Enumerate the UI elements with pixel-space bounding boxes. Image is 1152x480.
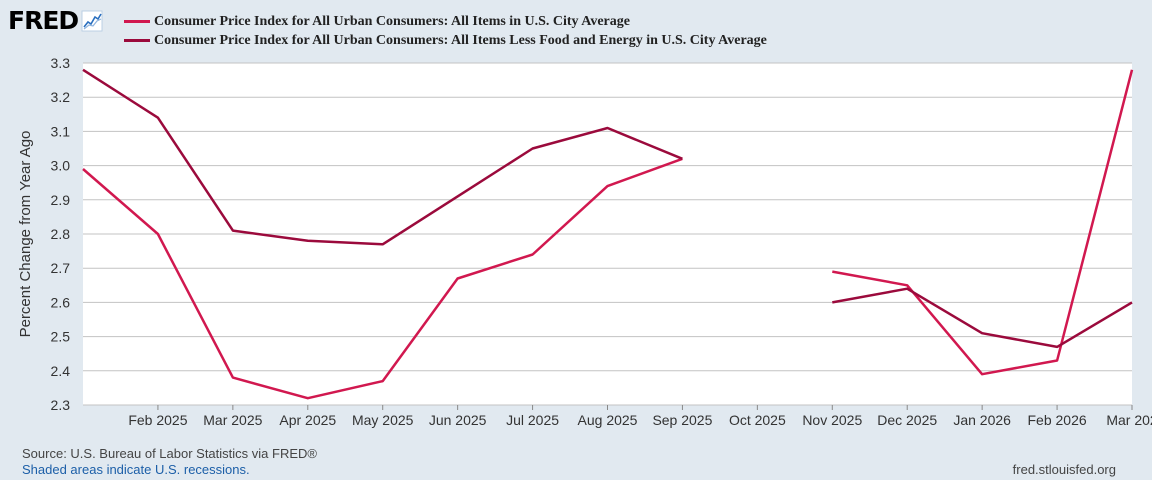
legend-label-cpi-all-items: Consumer Price Index for All Urban Consu…	[154, 13, 630, 29]
y-tick-label-4: 2.7	[51, 260, 71, 276]
y-tick-label-10: 3.3	[51, 55, 71, 71]
y-tick-label-0: 2.3	[51, 397, 71, 413]
y-tick-label-8: 3.1	[51, 123, 71, 139]
y-tick-label-1: 2.4	[51, 363, 71, 379]
line-graph-icon	[81, 10, 103, 31]
fred-logo-text: FRED	[8, 6, 79, 35]
fred-logo[interactable]: FRED	[8, 6, 103, 35]
x-tick-labels: Feb 2025 Mar 2025 Apr 2025 May 2025 Jun 2025…	[128, 412, 1152, 428]
x-tick-label-4: Jun 2025	[429, 412, 487, 428]
y-axis-label: Percent Change from Year Ago	[17, 131, 34, 338]
y-tick-labels: 2.3 2.4 2.5 2.6 2.7 2.8 2.9 3.0 3.1 3.2 3.3	[51, 55, 71, 413]
footer-recessions-note[interactable]: Shaded areas indicate U.S. recessions.	[22, 462, 250, 477]
y-tick-label-6: 2.9	[51, 192, 71, 208]
y-tick-label-5: 2.8	[51, 226, 71, 242]
series-lines	[82, 68, 1134, 400]
legend-swatch-cpi-core	[124, 39, 150, 42]
x-tick-label-0: Feb 2025	[128, 412, 187, 428]
legend-label-cpi-core: Consumer Price Index for All Urban Consu…	[154, 32, 767, 48]
y-tick-label-2: 2.5	[51, 329, 71, 345]
footer-source: Source: U.S. Bureau of Labor Statistics …	[22, 446, 317, 461]
series-1-line-segment-1[interactable]	[832, 287, 1133, 349]
legend-entry-cpi-core[interactable]: Consumer Price Index for All Urban Consu…	[124, 31, 767, 50]
x-tick-label-6: Aug 2025	[578, 412, 638, 428]
y-tick-label-7: 3.0	[51, 158, 71, 174]
x-tick-label-3: May 2025	[352, 412, 414, 428]
y-tick-label-9: 3.2	[51, 89, 71, 105]
x-tick-label-5: Jul 2025	[506, 412, 559, 428]
x-tick-label-10: Dec 2025	[877, 412, 937, 428]
x-ticks	[157, 405, 1133, 410]
y-tick-label-3: 2.6	[51, 294, 71, 310]
footer-url[interactable]: fred.stlouisfed.org	[1012, 462, 1116, 477]
series-0-line-segment-1[interactable]	[832, 69, 1134, 376]
legend-entry-cpi-all-items[interactable]: Consumer Price Index for All Urban Consu…	[124, 12, 767, 31]
x-tick-label-12: Feb 2026	[1027, 412, 1086, 428]
chart-legend: Consumer Price Index for All Urban Consu…	[124, 12, 767, 50]
x-tick-label-9: Nov 2025	[802, 412, 862, 428]
series-1-line-segment-0[interactable]	[82, 68, 683, 246]
x-tick-label-11: Jan 2026	[953, 412, 1011, 428]
x-tick-label-2: Apr 2025	[279, 412, 336, 428]
x-tick-label-7: Sep 2025	[652, 412, 712, 428]
x-tick-label-13: Mar 202	[1106, 412, 1152, 428]
legend-swatch-cpi-all-items	[124, 20, 150, 23]
x-tick-label-1: Mar 2025	[203, 412, 262, 428]
chart: 2.3 2.4 2.5 2.6 2.7 2.8 2.9 3.0 3.1 3.2 3.3 Feb 20…	[17, 55, 1152, 428]
series-0-line-segment-0[interactable]	[82, 157, 683, 400]
x-tick-label-8: Oct 2025	[729, 412, 786, 428]
